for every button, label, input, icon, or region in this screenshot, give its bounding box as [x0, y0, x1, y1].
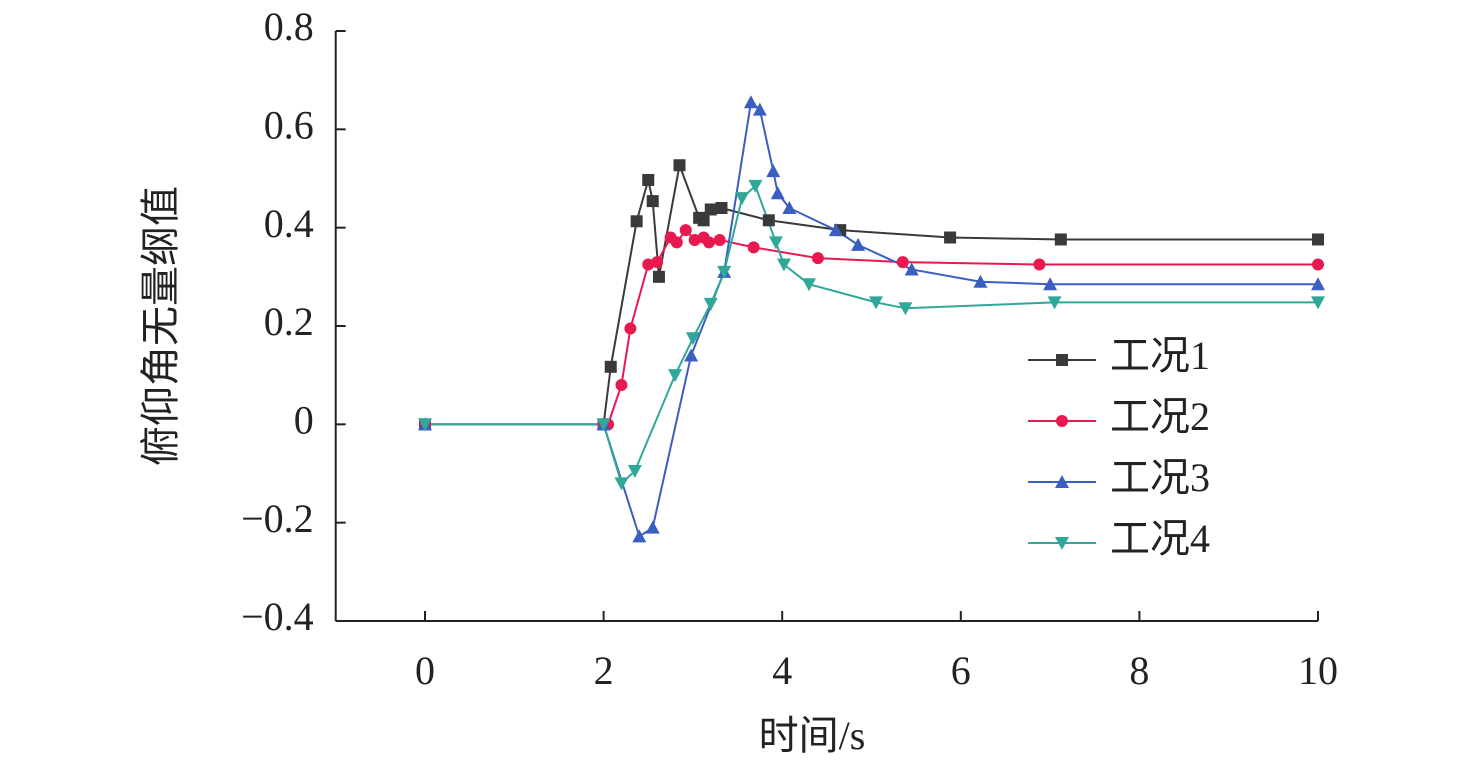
- marker: [747, 241, 760, 254]
- marker: [642, 173, 655, 186]
- marker: [868, 296, 883, 310]
- marker: [702, 236, 715, 249]
- marker: [851, 237, 866, 251]
- marker: [811, 252, 824, 265]
- marker: [703, 297, 718, 311]
- legend-marker: [1056, 354, 1068, 366]
- y-tick-label: 0.4: [264, 201, 314, 246]
- marker: [1312, 233, 1324, 246]
- marker: [776, 258, 791, 272]
- marker: [1311, 277, 1325, 291]
- marker: [715, 202, 728, 214]
- y-tick-label: 0.6: [264, 103, 314, 148]
- marker: [668, 369, 683, 383]
- marker: [627, 465, 642, 479]
- marker: [735, 192, 750, 206]
- marker: [1043, 277, 1058, 291]
- marker: [604, 360, 617, 373]
- marker: [1033, 258, 1046, 271]
- marker: [896, 256, 909, 269]
- marker: [1054, 233, 1067, 246]
- legend-label: 工况2: [1110, 394, 1210, 439]
- y-tick-label: −0.4: [241, 594, 314, 639]
- marker: [898, 302, 913, 316]
- marker: [717, 265, 732, 279]
- marker: [1311, 296, 1325, 310]
- marker: [614, 477, 629, 491]
- marker: [652, 270, 665, 283]
- marker: [944, 231, 957, 244]
- y-tick-label: 0.8: [264, 4, 314, 49]
- x-tick-label: 6: [951, 648, 971, 693]
- marker: [418, 418, 432, 432]
- marker: [1047, 296, 1062, 310]
- legend-label: 工况1: [1110, 333, 1210, 378]
- y-tick-label: 0.2: [264, 299, 314, 344]
- y-tick-label: 0: [294, 398, 314, 443]
- legend-marker: [1055, 537, 1069, 550]
- marker: [766, 164, 781, 178]
- marker: [1312, 258, 1324, 271]
- marker: [768, 236, 783, 250]
- marker: [685, 332, 700, 346]
- marker: [684, 348, 699, 362]
- y-tick-label: −0.2: [241, 496, 314, 541]
- legend-label: 工况4: [1110, 516, 1210, 561]
- x-tick-label: 4: [772, 648, 792, 693]
- marker: [770, 186, 785, 200]
- marker: [973, 274, 988, 288]
- marker: [624, 322, 637, 335]
- series-line: [425, 161, 1318, 426]
- marker: [596, 418, 611, 432]
- marker: [630, 215, 643, 228]
- legend-marker: [1055, 475, 1069, 488]
- marker: [697, 214, 710, 227]
- marker: [615, 379, 628, 391]
- marker: [670, 236, 683, 249]
- marker: [646, 195, 659, 208]
- y-axis-label: 俯仰角无量纲值: [138, 186, 183, 466]
- marker: [752, 102, 767, 116]
- x-axis-label: 时间/s: [759, 713, 866, 758]
- marker: [782, 201, 797, 214]
- marker: [801, 278, 816, 292]
- marker: [762, 214, 775, 227]
- marker: [673, 159, 686, 172]
- marker: [748, 179, 763, 193]
- marker: [632, 529, 647, 543]
- legend-label: 工况3: [1110, 455, 1210, 500]
- x-tick-label: 8: [1129, 648, 1149, 693]
- marker: [651, 256, 664, 269]
- marker: [704, 203, 717, 216]
- marker: [679, 224, 692, 237]
- marker: [713, 233, 726, 246]
- x-tick-label: 2: [594, 648, 614, 693]
- marker: [828, 223, 843, 237]
- legend-marker: [1056, 415, 1068, 427]
- marker: [743, 95, 758, 109]
- marker: [645, 520, 660, 534]
- x-tick-label: 10: [1298, 648, 1338, 693]
- marker: [904, 262, 919, 276]
- x-tick-label: 0: [415, 648, 435, 693]
